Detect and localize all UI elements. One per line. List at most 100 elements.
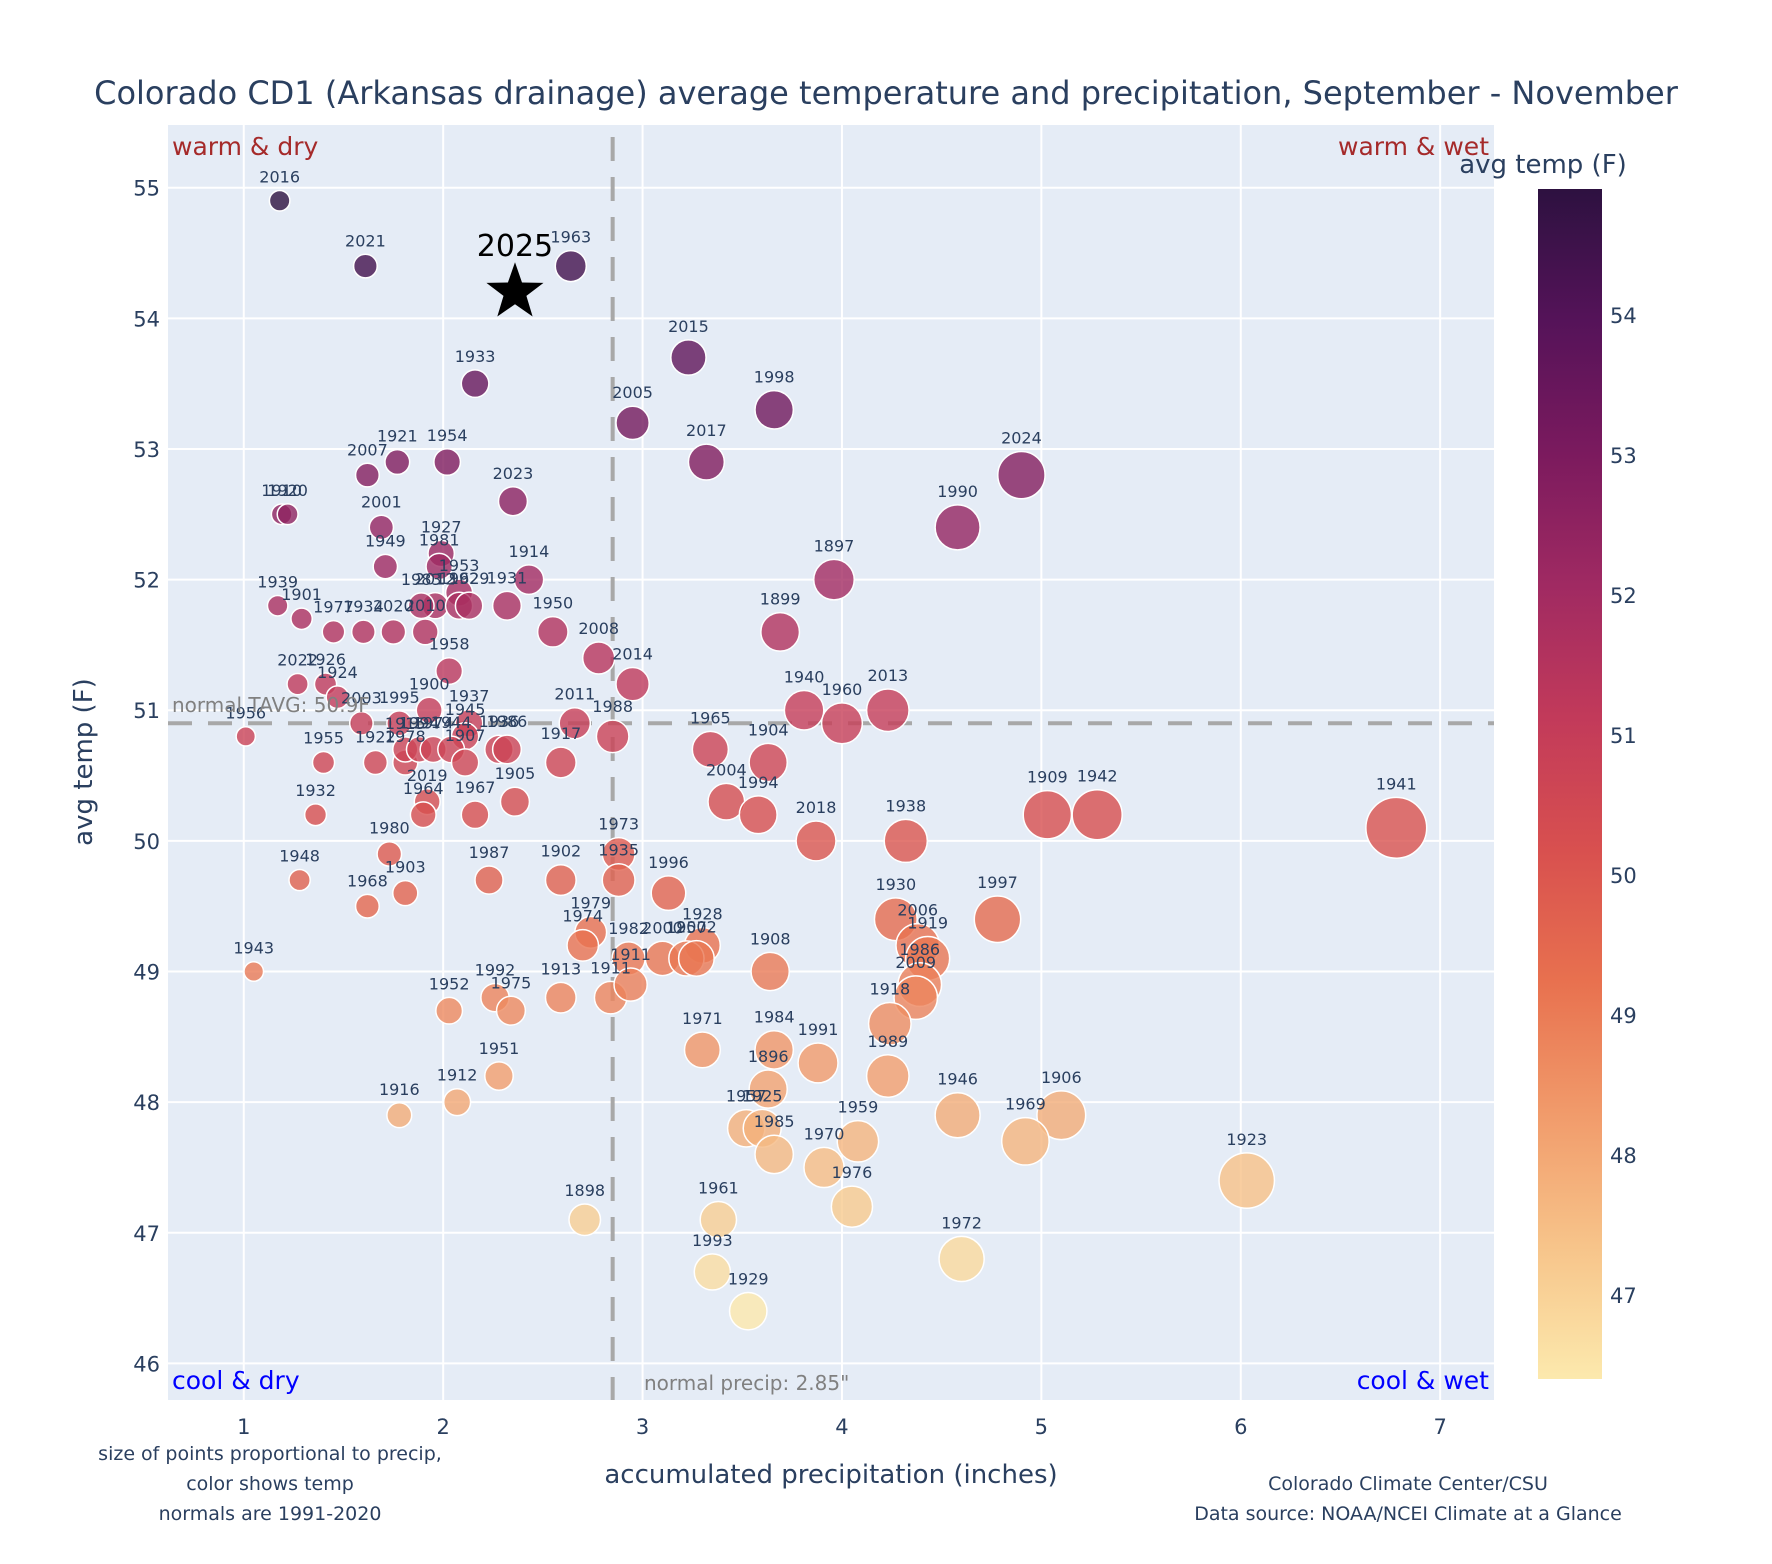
point-label: 2024 bbox=[1001, 428, 1042, 447]
data-point bbox=[1365, 796, 1428, 859]
data-point bbox=[348, 710, 374, 736]
data-point bbox=[1218, 1152, 1276, 1209]
point-label: 1986 bbox=[899, 940, 940, 959]
data-point bbox=[1036, 1090, 1087, 1141]
point-label: 1934 bbox=[343, 597, 384, 616]
point-label: 1991 bbox=[798, 1020, 839, 1039]
point-label: 1922 bbox=[355, 728, 396, 747]
point-label: 2010 bbox=[405, 596, 446, 615]
data-point bbox=[677, 939, 715, 977]
data-point bbox=[484, 1061, 514, 1091]
data-point bbox=[867, 1001, 912, 1046]
point-label: 1916 bbox=[379, 1080, 420, 1099]
point-label: 2015 bbox=[668, 317, 709, 336]
point-label: 1900 bbox=[409, 674, 450, 693]
point-label: 1933 bbox=[455, 347, 496, 366]
colorbar-title: avg temp (F) bbox=[1459, 150, 1627, 180]
data-point bbox=[1022, 789, 1073, 840]
point-label: 1912 bbox=[437, 1066, 478, 1085]
note-left-2: color shows temp bbox=[186, 1473, 354, 1495]
point-label: 1975 bbox=[491, 973, 532, 992]
point-label: 1901 bbox=[281, 585, 322, 604]
data-point bbox=[934, 1091, 981, 1139]
x-tick-label: 3 bbox=[636, 1415, 649, 1439]
data-point bbox=[409, 801, 437, 829]
point-label: 1896 bbox=[748, 1047, 789, 1066]
data-point bbox=[754, 1029, 795, 1070]
point-label: 1911 bbox=[590, 958, 631, 977]
point-label: 1940 bbox=[784, 668, 825, 687]
y-tick-label: 49 bbox=[133, 961, 160, 985]
point-label: 2018 bbox=[796, 798, 837, 817]
point-label: 1908 bbox=[750, 929, 791, 948]
point-label: 1909 bbox=[1027, 768, 1068, 787]
point-label: 1946 bbox=[937, 1070, 978, 1089]
data-point bbox=[687, 443, 726, 481]
point-label: 1993 bbox=[692, 1231, 733, 1250]
point-label: 2005 bbox=[612, 383, 653, 402]
point-label: 1954 bbox=[427, 426, 468, 445]
point-label: 2021 bbox=[345, 231, 386, 250]
point-label: 1910 bbox=[261, 481, 302, 500]
colorbar-tick-label: 53 bbox=[1610, 444, 1637, 468]
point-label: 1995 bbox=[379, 688, 420, 707]
data-point bbox=[491, 590, 523, 621]
normal-temp-label: normal TAVG: 50.9F bbox=[172, 693, 370, 717]
data-point bbox=[615, 666, 650, 702]
point-label: 1935 bbox=[598, 841, 639, 860]
colorbar-tick-label: 49 bbox=[1610, 1004, 1637, 1028]
data-point bbox=[474, 865, 504, 895]
point-label: 1928 bbox=[682, 905, 723, 924]
point-label: 1994 bbox=[399, 714, 440, 733]
point-label: 2008 bbox=[578, 619, 619, 638]
point-label: 1998 bbox=[754, 368, 795, 387]
y-tick-label: 46 bbox=[133, 1352, 160, 1376]
data-point bbox=[997, 450, 1046, 500]
data-point bbox=[392, 879, 419, 907]
point-label: 1990 bbox=[937, 482, 978, 501]
data-point bbox=[491, 734, 523, 765]
point-label: 1989 bbox=[867, 1032, 908, 1051]
data-point bbox=[795, 820, 837, 862]
point-label: 1986 bbox=[487, 712, 528, 731]
data-point bbox=[566, 928, 600, 962]
point-label: 1969 bbox=[1005, 1095, 1046, 1114]
point-label: 1903 bbox=[385, 858, 426, 877]
y-tick-label: 52 bbox=[133, 569, 160, 593]
data-point bbox=[407, 592, 435, 620]
point-label: 1945 bbox=[445, 700, 486, 719]
point-label: 1925 bbox=[742, 1086, 783, 1105]
data-point bbox=[354, 893, 380, 919]
point-label: 1924 bbox=[317, 663, 358, 682]
data-point bbox=[938, 1235, 985, 1283]
point-label: 1952 bbox=[429, 974, 470, 993]
point-label: 1943 bbox=[233, 939, 274, 958]
y-axis-title: avg temp (F) bbox=[69, 678, 99, 846]
point-label: 1979 bbox=[570, 893, 611, 912]
data-point bbox=[276, 503, 299, 526]
point-label: 1957 bbox=[726, 1087, 767, 1106]
data-point bbox=[1000, 1116, 1050, 1166]
data-point bbox=[268, 189, 291, 212]
point-label: 1955 bbox=[303, 728, 344, 747]
data-point bbox=[376, 840, 403, 867]
point-label: 1902 bbox=[540, 842, 581, 861]
point-label: 2011 bbox=[554, 685, 595, 704]
point-label: 1949 bbox=[365, 531, 406, 550]
point-label: 1898 bbox=[564, 1181, 605, 1200]
data-point bbox=[750, 951, 791, 992]
data-point bbox=[581, 641, 616, 675]
data-point bbox=[352, 253, 378, 279]
x-axis-ticks: 1 2 3 4 5 6 7 bbox=[237, 1415, 1447, 1439]
point-label: 1899 bbox=[760, 590, 801, 609]
data-point bbox=[386, 1102, 413, 1129]
point-label: 1926 bbox=[305, 650, 346, 669]
data-point bbox=[568, 1203, 602, 1237]
data-point bbox=[691, 730, 730, 769]
point-label: 2017 bbox=[686, 421, 727, 440]
point-label: 1904 bbox=[748, 720, 789, 739]
point-label: 1914 bbox=[509, 542, 550, 561]
data-point bbox=[290, 607, 313, 631]
point-label: 1988 bbox=[592, 697, 633, 716]
colorbar-tick-label: 54 bbox=[1610, 304, 1637, 328]
